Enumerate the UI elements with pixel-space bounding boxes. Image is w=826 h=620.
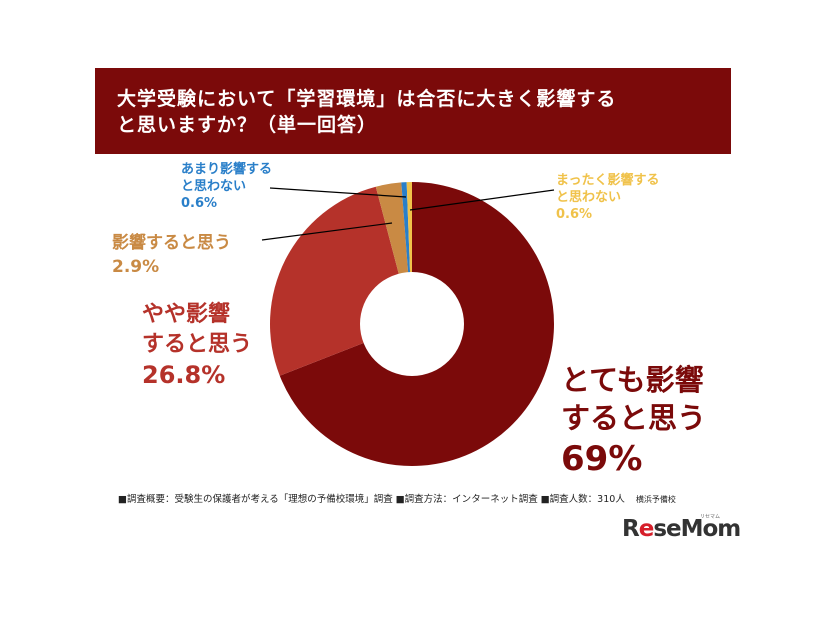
leader-line-not-much — [269, 187, 407, 198]
footnote-text: ■調査概要：受験生の保護者が考える「理想の予備校環境」調査 ■調査方法：インター… — [118, 494, 625, 505]
label-not-at-all-line2: と思わない — [556, 190, 622, 205]
label-very-pct: 69% — [561, 439, 643, 479]
chart-title-line-2: と思いますか？（単一回答） — [117, 114, 378, 136]
logo-part-e: e — [638, 516, 655, 542]
label-think-pct: 2.9% — [112, 257, 160, 277]
title-banner: 大学受験において「学習環境」は合否に大きく影響する と思いますか？（単一回答） — [95, 68, 731, 154]
leader-line-think — [261, 222, 393, 241]
label-not-at-all-pct: 0.6% — [556, 207, 593, 222]
chart-title-line-1: 大学受験において「学習環境」は合否に大きく影響する — [117, 88, 617, 110]
label-not-much: あまり影響する と思わない 0.6% — [181, 161, 272, 212]
label-think: 影響すると思う 2.9% — [112, 231, 231, 279]
label-very-line2: すると思う — [561, 401, 707, 435]
label-some: やや影響 すると思う 26.8% — [142, 300, 252, 390]
label-think-line1: 影響すると思う — [112, 233, 231, 253]
survey-footnote: ■調査概要：受験生の保護者が考える「理想の予備校環境」調査 ■調査方法：インター… — [118, 491, 676, 505]
label-not-at-all: まったく影響する と思わない 0.6% — [556, 172, 659, 223]
logo-ruby: リセマム — [700, 514, 721, 520]
label-not-much-pct: 0.6% — [181, 196, 218, 211]
label-not-much-line1: あまり影響する — [181, 162, 273, 177]
label-not-at-all-line1: まったく影響する — [556, 173, 660, 188]
label-not-much-line2: と思わない — [181, 179, 247, 194]
label-some-pct: 26.8% — [142, 361, 226, 389]
donut-hole — [360, 272, 464, 376]
label-some-line1: やや影響 — [142, 302, 231, 327]
footnote-source: 横浜予備校 — [635, 495, 676, 504]
logo-part-2: seMom — [653, 516, 741, 542]
logo-part-1: R — [622, 516, 640, 542]
label-very: とても影響 すると思う 69% — [561, 361, 706, 481]
resemom-logo: ReseMom — [622, 516, 741, 542]
label-very-line1: とても影響 — [561, 363, 704, 397]
label-some-line2: すると思う — [142, 332, 253, 357]
leader-line-not-at-all — [409, 189, 555, 211]
